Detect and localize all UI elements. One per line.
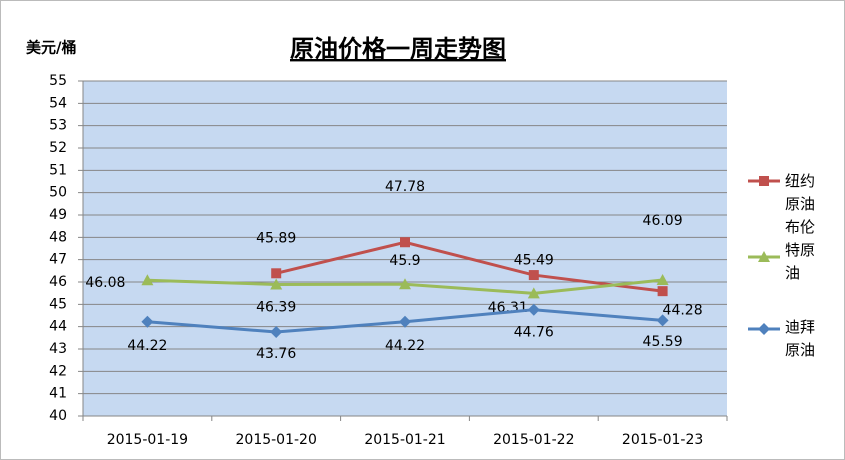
y-tick-label: 50 [49, 185, 67, 201]
legend-label: 迪拜原油 [785, 318, 816, 359]
plot-area [83, 81, 727, 416]
y-axis-label: 美元/桶 [26, 39, 76, 57]
data-point [270, 278, 283, 290]
data-point [656, 273, 669, 285]
data-label: 45.9 [389, 253, 420, 269]
y-tick-label: 43 [49, 341, 67, 357]
chart-title: 原油价格一周走势图 [290, 35, 506, 63]
y-tick-label: 42 [49, 363, 67, 379]
data-point [399, 315, 411, 328]
data-point [270, 326, 283, 339]
data-point [527, 303, 540, 316]
y-tick-label: 47 [49, 252, 67, 268]
data-point [656, 314, 669, 327]
data-label: 46.08 [85, 275, 125, 291]
data-label: 45.59 [643, 334, 683, 350]
legend-marker [758, 323, 770, 335]
data-label: 43.76 [256, 346, 296, 362]
data-point [400, 237, 410, 248]
data-label: 44.22 [385, 338, 425, 354]
y-tick-label: 54 [49, 95, 67, 111]
data-label: 44.22 [127, 338, 167, 354]
y-tick-label: 53 [49, 118, 67, 134]
y-tick-label: 52 [49, 140, 67, 156]
legend-label: 纽约原油 [785, 172, 816, 213]
data-label: 47.78 [385, 179, 425, 195]
data-point [657, 286, 668, 297]
data-point [141, 315, 154, 328]
legend-label: 布伦特原油 [785, 218, 816, 282]
data-point [271, 268, 282, 279]
data-label: 44.76 [514, 325, 554, 341]
y-tick-label: 40 [49, 408, 67, 424]
data-point [528, 270, 539, 281]
x-tick-label: 2015-01-22 [493, 432, 574, 448]
data-label: 45.49 [514, 252, 554, 268]
y-tick-label: 48 [49, 229, 67, 245]
data-label: 45.89 [256, 230, 296, 246]
x-tick-label: 2015-01-20 [236, 432, 317, 448]
y-tick-label: 55 [49, 73, 67, 89]
legend-marker [758, 251, 770, 262]
x-tick-label: 2015-01-23 [622, 432, 703, 448]
data-point [527, 287, 540, 299]
series-line [275, 240, 663, 293]
y-tick-label: 45 [49, 296, 67, 312]
y-tick-label: 51 [49, 162, 67, 178]
x-tick-label: 2015-01-21 [364, 432, 445, 448]
y-tick-label: 46 [49, 274, 67, 290]
y-tick-label: 44 [49, 319, 67, 335]
x-tick-label: 2015-01-19 [107, 432, 188, 448]
data-label: 46.39 [256, 299, 296, 315]
y-tick-label: 49 [49, 207, 67, 223]
legend-marker [759, 176, 769, 186]
y-tick-label: 41 [49, 386, 67, 402]
data-point [399, 278, 411, 290]
data-point [141, 274, 154, 286]
data-label: 46.09 [643, 213, 683, 229]
data-label: 44.28 [663, 302, 703, 318]
